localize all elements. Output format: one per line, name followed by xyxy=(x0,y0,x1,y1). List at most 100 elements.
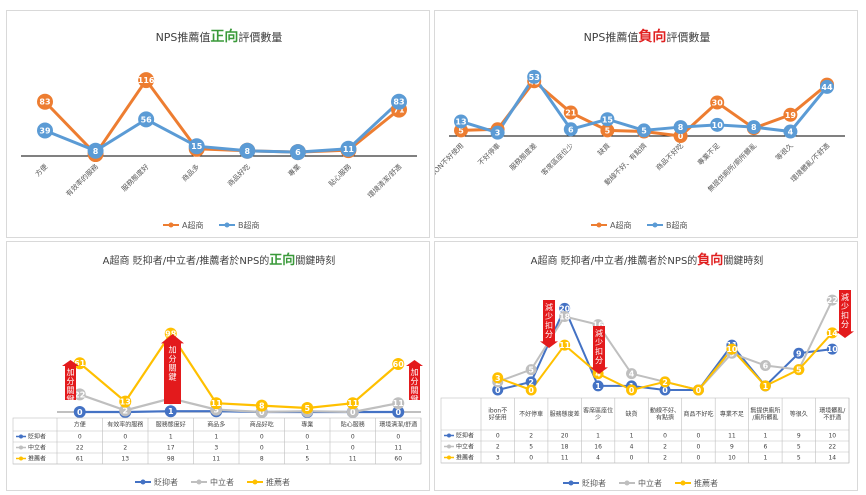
data-label: 22 xyxy=(827,296,838,305)
data-label: 3 xyxy=(213,406,219,415)
data-point xyxy=(600,123,615,138)
callout-text: 少 xyxy=(545,312,553,321)
table-header-cell: 等很久 xyxy=(790,410,808,418)
tick-label: 缺貨 xyxy=(596,141,612,157)
chart-title-part: A超商 貶抑者/中立者/推薦者於NPS的 xyxy=(531,254,698,267)
data-label: 3 xyxy=(495,374,501,383)
data-label: 18 xyxy=(559,313,571,322)
legend-marker xyxy=(168,222,174,228)
data-label: 8 xyxy=(678,123,684,132)
table-cell: 0 xyxy=(697,455,701,462)
data-label: 11 xyxy=(347,399,359,408)
chart-title-part: A超商 貶抑者/中立者/推薦者於NPS的 xyxy=(103,254,270,267)
legend-label: 貶抑者 xyxy=(582,478,606,488)
tick-label: 專業 xyxy=(286,162,302,178)
data-point xyxy=(563,105,578,120)
callout-text: 加 xyxy=(169,344,177,354)
tick-label: 商品不好吃 xyxy=(654,141,685,172)
chart-svg-3: A超商 貶抑者/中立者/推薦者於NPS的正向關鍵時刻00110000222173… xyxy=(12,252,423,487)
table-cell: 18 xyxy=(561,444,569,451)
data-label: 44 xyxy=(821,83,833,92)
table-cell: 0 xyxy=(78,434,82,441)
table-cell: 0 xyxy=(663,433,667,440)
legend-marker xyxy=(568,480,574,486)
data-label: 98 xyxy=(165,330,177,339)
table-cell: 8 xyxy=(260,456,264,463)
table-cell: 16 xyxy=(594,444,602,451)
data-label: 56 xyxy=(141,115,153,124)
data-point xyxy=(346,397,359,410)
table-cell: 1 xyxy=(630,433,634,440)
data-label: 9 xyxy=(796,349,802,358)
callout-text: 加 xyxy=(67,367,75,377)
data-label: 39 xyxy=(39,127,51,136)
callout-text: 分 xyxy=(411,377,419,386)
table-header-cell: 專業不足 xyxy=(720,410,744,418)
table-cell: 22 xyxy=(828,444,836,451)
table-row-label: 貶抑者 xyxy=(28,433,46,441)
data-point xyxy=(759,360,771,371)
table-cell: 0 xyxy=(529,455,533,462)
tick-label: 服務態度差 xyxy=(508,141,539,172)
table-header-cell: 少 xyxy=(595,415,601,422)
tick-label: IBON不好使用 xyxy=(435,141,465,180)
tick-label: 服務態度好 xyxy=(119,162,150,193)
data-label: 11 xyxy=(559,341,571,350)
chart-panel-4: A超商 貶抑者/中立者/推薦者於NPS的負向關鍵時刻02201100111910… xyxy=(434,241,858,491)
callout-text: 減 xyxy=(595,328,603,338)
data-point xyxy=(138,72,155,89)
data-point xyxy=(820,79,834,94)
table-row-label: 推薦者 xyxy=(456,454,474,462)
data-point xyxy=(692,384,704,396)
data-label: 21 xyxy=(565,109,577,118)
callout-arrow-up xyxy=(161,334,184,404)
data-label: 5 xyxy=(458,126,464,135)
legend-label: B超商 xyxy=(666,220,688,230)
table-legend-marker xyxy=(19,434,23,439)
legend-label: B超商 xyxy=(238,220,260,230)
callout-text: 鍵 xyxy=(411,394,419,404)
table-cell: 3 xyxy=(496,455,500,462)
data-label: 6 xyxy=(763,362,769,371)
callout-text: 關 xyxy=(411,386,419,395)
callout-arrow-up xyxy=(62,360,79,400)
tick-label: 方便 xyxy=(33,162,49,178)
data-label: 83 xyxy=(393,98,404,107)
data-point xyxy=(793,364,805,376)
table-cell: 11 xyxy=(394,445,402,452)
callout-text: 分 xyxy=(169,354,177,363)
data-point xyxy=(289,144,306,161)
data-point xyxy=(37,122,53,139)
data-label: 3 xyxy=(495,129,501,138)
data-label: 1 xyxy=(595,382,601,391)
table-cell: 2 xyxy=(496,444,500,451)
tick-label: 不好停車 xyxy=(476,141,502,167)
table-cell: 11 xyxy=(728,433,736,440)
table-legend-marker xyxy=(447,444,451,449)
chart-title-part: 關鍵時刻 xyxy=(723,254,763,267)
table-header-cell: 商品不好吃 xyxy=(683,410,713,418)
chart-svg-2: NPS推薦值負向評價數量5649215403071946133536155810… xyxy=(435,28,845,230)
data-point xyxy=(659,376,671,388)
table-legend-marker xyxy=(447,433,451,438)
table-cell: 0 xyxy=(697,444,701,451)
chart-title: A超商 貶抑者/中立者/推薦者於NPS的負向關鍵時刻 xyxy=(531,252,764,268)
tick-label: 環境清潔/舒適 xyxy=(366,162,404,200)
legend-label: 中立者 xyxy=(210,477,234,487)
data-label: 15 xyxy=(191,142,203,151)
table-header-cell: 不舒適 xyxy=(823,414,841,422)
table-cell: 0 xyxy=(351,434,355,441)
data-label: 8 xyxy=(244,147,250,156)
data-label: 16 xyxy=(593,321,605,330)
chart-title-part: 正向 xyxy=(269,252,295,268)
table-row-label: 中立者 xyxy=(28,444,46,452)
callout-text: 關 xyxy=(67,386,75,395)
data-label: 13 xyxy=(455,117,466,126)
table-header-cell: 服務態度好 xyxy=(156,421,186,429)
legend-marker xyxy=(196,479,202,485)
table-cell: 2 xyxy=(529,433,533,440)
data-label: 5 xyxy=(641,126,647,135)
data-label: 53 xyxy=(529,73,540,82)
data-label: 2 xyxy=(528,378,534,387)
chart-title-part: 評價數量 xyxy=(238,30,282,44)
